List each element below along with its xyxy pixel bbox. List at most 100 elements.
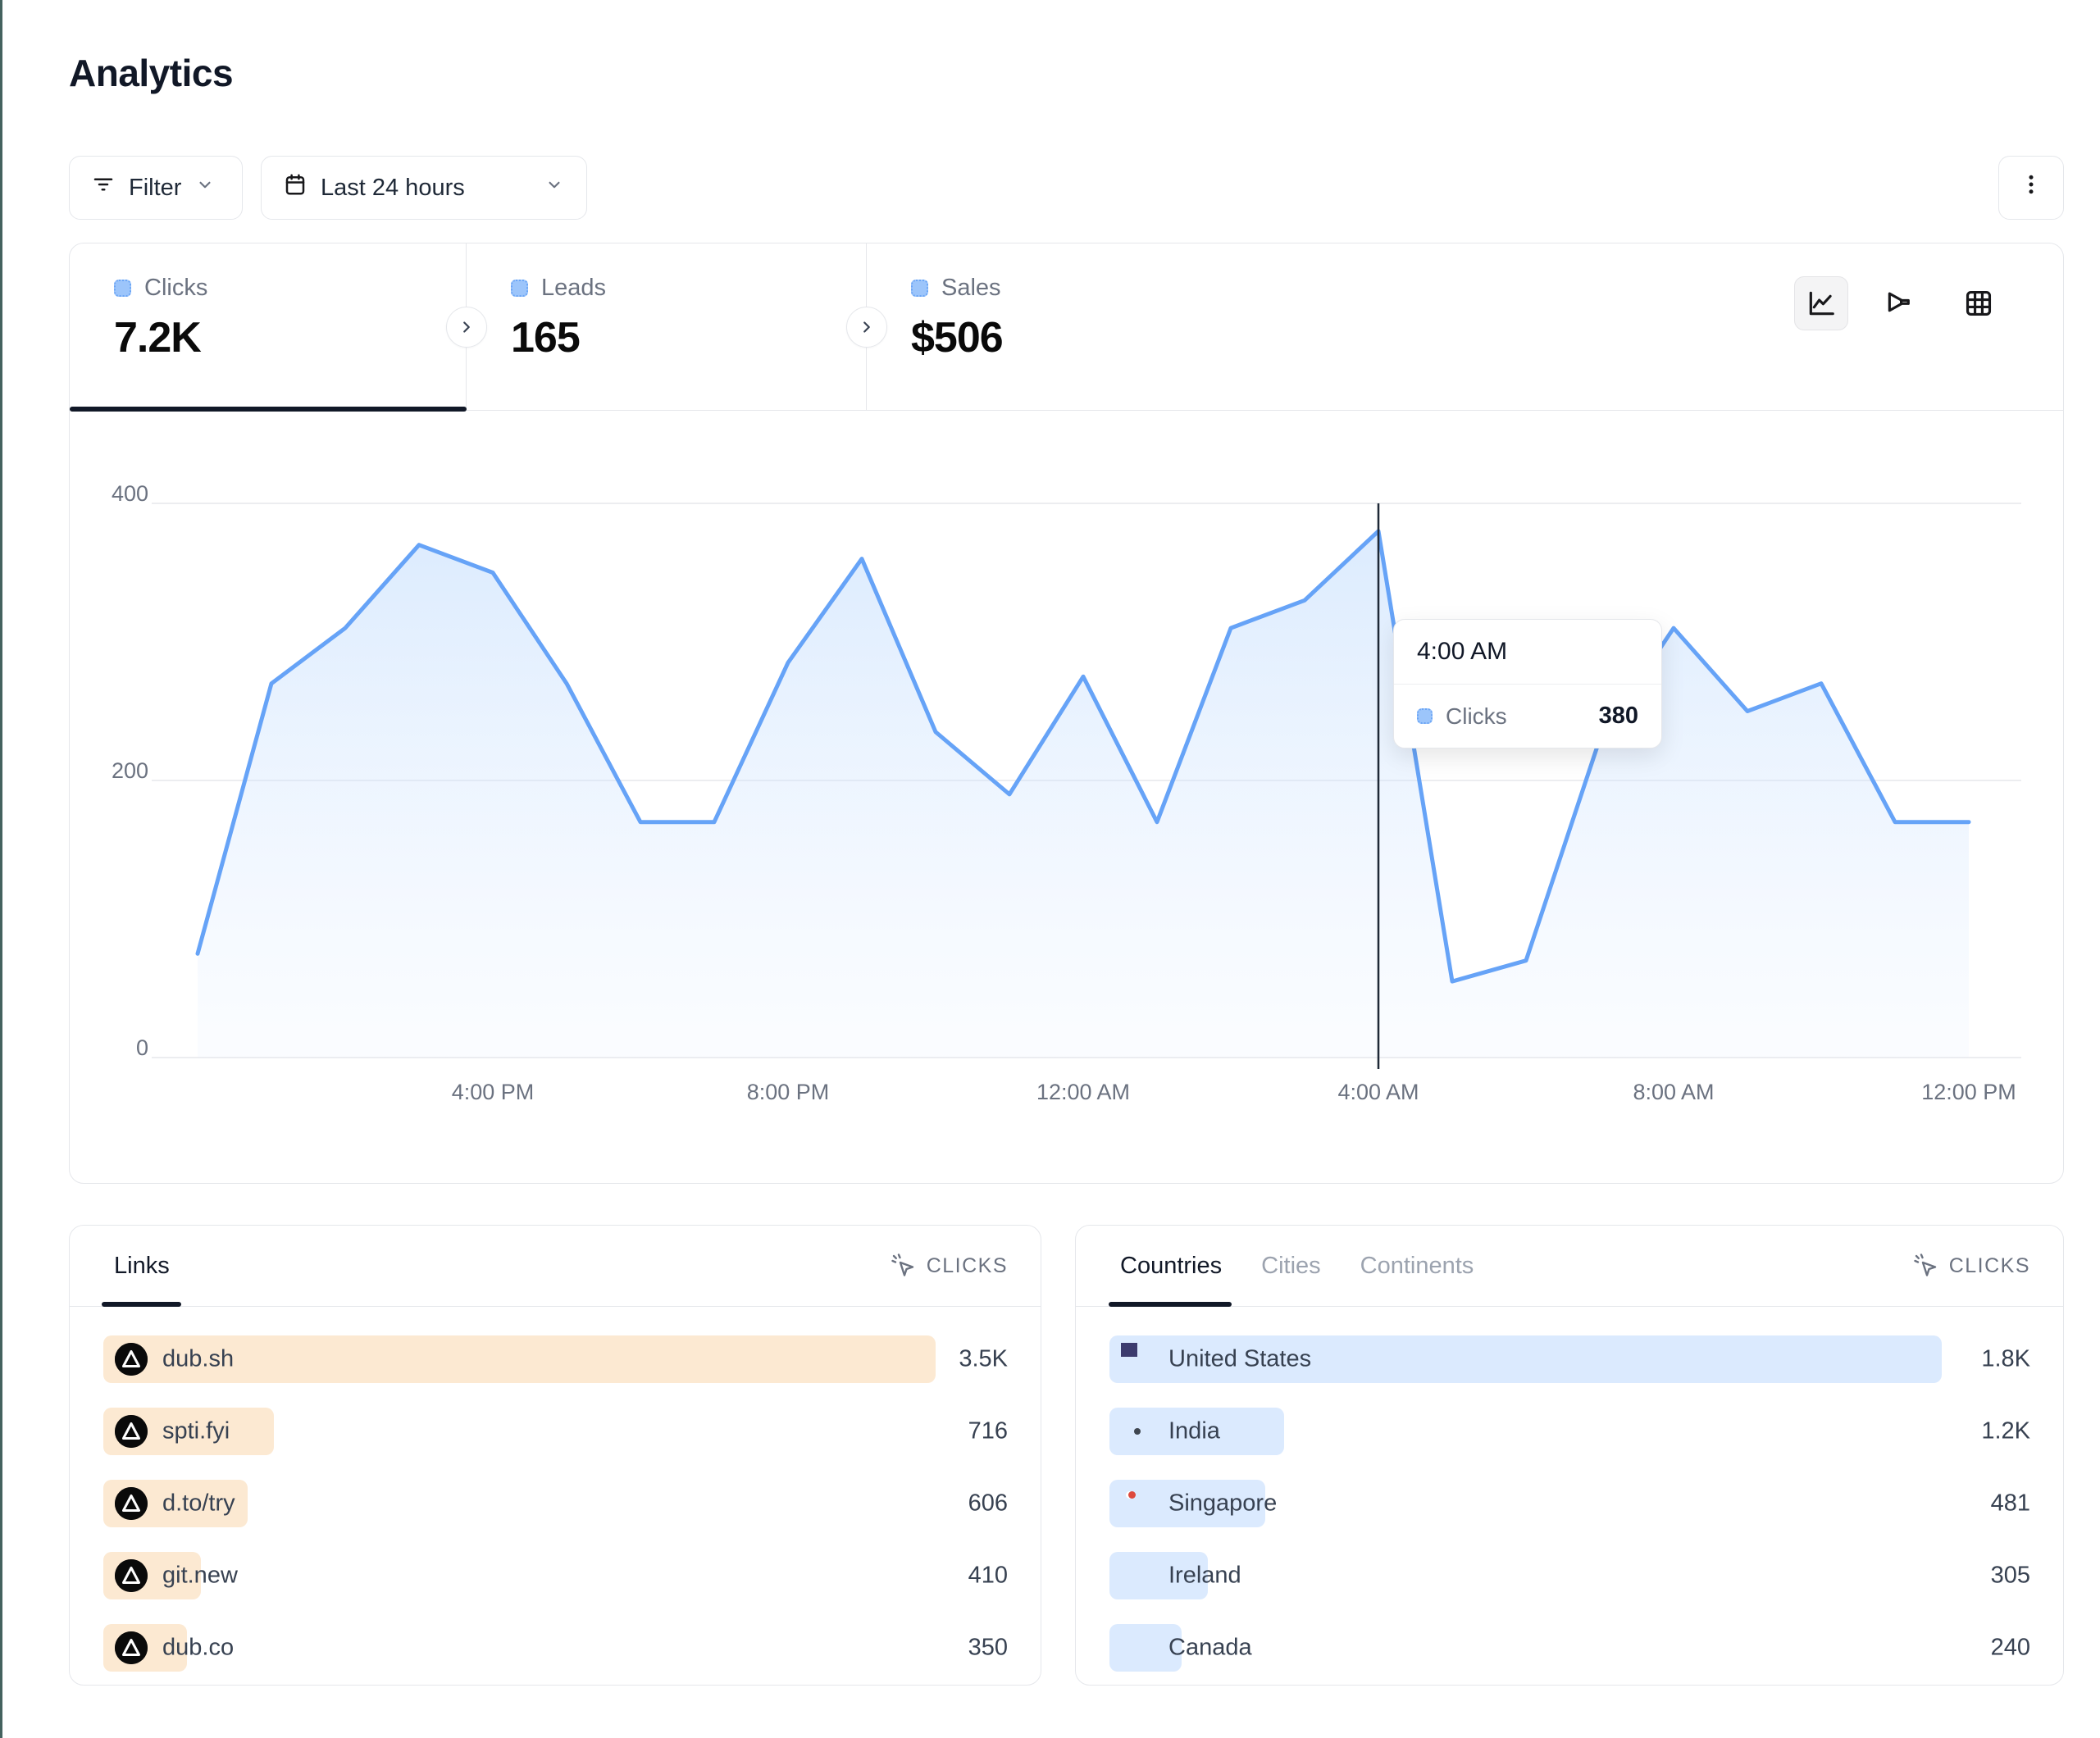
- funnel-icon: [1888, 292, 1910, 312]
- list-item-label: git.new: [162, 1562, 238, 1589]
- value-bar: [103, 1335, 936, 1383]
- clicks-area-chart[interactable]: [152, 503, 2021, 1070]
- tab-continents[interactable]: Continents: [1360, 1252, 1474, 1279]
- tab-links[interactable]: Links: [114, 1252, 170, 1279]
- active-tab-underline: [102, 1302, 181, 1307]
- links-metric-header[interactable]: CLICKS: [891, 1253, 1008, 1279]
- dub-logo-icon: [115, 1415, 148, 1448]
- chevron-down-icon: [544, 174, 565, 202]
- list-item-value: 240: [1990, 1634, 2030, 1661]
- calendar-icon: [283, 172, 307, 203]
- list-item[interactable]: git.new 410: [70, 1552, 1041, 1599]
- list-item[interactable]: United States 1.8K: [1076, 1335, 2063, 1383]
- y-axis-tick: 0: [135, 1035, 148, 1060]
- tab-sales[interactable]: Sales $506: [867, 243, 2063, 410]
- value-bar: [1109, 1552, 1208, 1599]
- click-cursor-icon: [891, 1253, 917, 1279]
- tab-leads[interactable]: Leads 165: [467, 243, 867, 410]
- list-item-value: 410: [968, 1562, 1008, 1589]
- list-item-value: 1.2K: [1981, 1417, 2030, 1445]
- list-item[interactable]: India 1.2K: [1076, 1408, 2063, 1455]
- x-axis-tick: 8:00 AM: [1633, 1080, 1715, 1104]
- click-cursor-icon: [1913, 1253, 1939, 1279]
- list-item[interactable]: dub.co 350: [70, 1624, 1041, 1672]
- expand-leads-button[interactable]: [846, 307, 887, 348]
- list-item[interactable]: Singapore 481: [1076, 1480, 2063, 1527]
- value-bar: [1109, 1480, 1265, 1527]
- list-item-value: 350: [968, 1634, 1008, 1661]
- chevron-down-icon: [194, 174, 216, 202]
- chart-tooltip: 4:00 AM Clicks 380: [1393, 619, 1662, 748]
- list-item[interactable]: spti.fyi 716: [70, 1408, 1041, 1455]
- list-item-label: United States: [1168, 1345, 1312, 1372]
- chevron-right-icon: [463, 321, 470, 333]
- x-axis-tick: 12:00 PM: [1921, 1080, 2016, 1104]
- line-chart-icon: [1809, 291, 1834, 316]
- dub-logo-icon: [115, 1343, 148, 1376]
- list-item-value: 716: [968, 1417, 1008, 1445]
- list-item-value: 305: [1990, 1562, 2030, 1589]
- chart-view-toggles: [1794, 276, 2006, 330]
- clicks-legend-swatch: [1417, 708, 1433, 724]
- list-item-label: spti.fyi: [162, 1417, 230, 1445]
- dub-logo-icon: [115, 1631, 148, 1664]
- active-tab-underline: [1109, 1302, 1232, 1307]
- list-item-label: dub.co: [162, 1634, 235, 1661]
- y-axis-tick: 200: [111, 758, 148, 783]
- stat-label: Sales: [941, 275, 1001, 301]
- list-item[interactable]: dub.sh 3.5K: [70, 1335, 1041, 1383]
- grid-icon: [1966, 290, 1992, 316]
- list-item[interactable]: Ireland 305: [1076, 1552, 2063, 1599]
- list-item-value: 1.8K: [1981, 1345, 2030, 1372]
- y-axis-tick: 400: [111, 481, 148, 506]
- chevron-right-icon: [863, 321, 870, 333]
- stat-value: $506: [911, 314, 1004, 362]
- list-item-value: 606: [968, 1490, 1008, 1517]
- more-options-button[interactable]: [1998, 156, 2064, 220]
- x-axis-tick: 12:00 AM: [1036, 1080, 1131, 1104]
- stat-value: 165: [511, 314, 581, 362]
- filter-icon: [91, 172, 116, 203]
- date-range-button[interactable]: Last 24 hours: [261, 156, 587, 220]
- clicks-legend-swatch: [114, 280, 131, 297]
- leads-legend-swatch: [511, 280, 528, 297]
- x-axis-tick: 4:00 AM: [1337, 1080, 1419, 1104]
- list-item[interactable]: Canada 240: [1076, 1624, 2063, 1672]
- countries-metric-header[interactable]: CLICKS: [1913, 1253, 2030, 1279]
- expand-clicks-button[interactable]: [446, 307, 487, 348]
- tab-cities[interactable]: Cities: [1261, 1252, 1321, 1279]
- links-panel: Links CLICKS dub.sh 3.5K spti.fyi 716 d.…: [69, 1225, 1041, 1686]
- window-edge-strip: [0, 0, 2, 1738]
- area-fill: [198, 530, 1969, 1058]
- stats-tabs: Clicks 7.2K Leads 165 Sales $506: [70, 243, 2063, 411]
- table-view-button[interactable]: [1952, 276, 2006, 330]
- date-range-label: Last 24 hours: [321, 174, 465, 201]
- list-item-label: Singapore: [1168, 1490, 1278, 1517]
- funnel-view-button[interactable]: [1873, 276, 1927, 330]
- list-item-label: Canada: [1168, 1634, 1252, 1661]
- filter-button[interactable]: Filter: [69, 156, 243, 220]
- filter-button-label: Filter: [129, 174, 182, 201]
- sales-legend-swatch: [911, 280, 928, 297]
- x-axis-tick: 8:00 PM: [746, 1080, 830, 1104]
- kebab-menu-icon: [2019, 172, 2043, 203]
- x-axis-tick: 4:00 PM: [451, 1080, 535, 1104]
- list-item-value: 481: [1990, 1490, 2030, 1517]
- stat-label: Clicks: [144, 275, 208, 301]
- dub-logo-icon: [115, 1559, 148, 1592]
- list-item-label: India: [1168, 1417, 1220, 1445]
- list-item-label: d.to/try: [162, 1490, 235, 1517]
- list-item[interactable]: d.to/try 606: [70, 1480, 1041, 1527]
- tooltip-time: 4:00 AM: [1394, 620, 1661, 685]
- tooltip-series-label: Clicks: [1446, 703, 1507, 729]
- area-line: [195, 529, 1971, 984]
- stat-value: 7.2K: [114, 314, 202, 362]
- tab-clicks[interactable]: Clicks 7.2K: [70, 243, 467, 410]
- list-item-label: Ireland: [1168, 1562, 1241, 1589]
- value-bar: [1109, 1624, 1182, 1672]
- list-item-label: dub.sh: [162, 1345, 235, 1372]
- dub-logo-icon: [115, 1487, 148, 1520]
- list-item-value: 3.5K: [959, 1345, 1008, 1372]
- line-chart-view-button[interactable]: [1794, 276, 1848, 330]
- tab-countries[interactable]: Countries: [1120, 1252, 1223, 1279]
